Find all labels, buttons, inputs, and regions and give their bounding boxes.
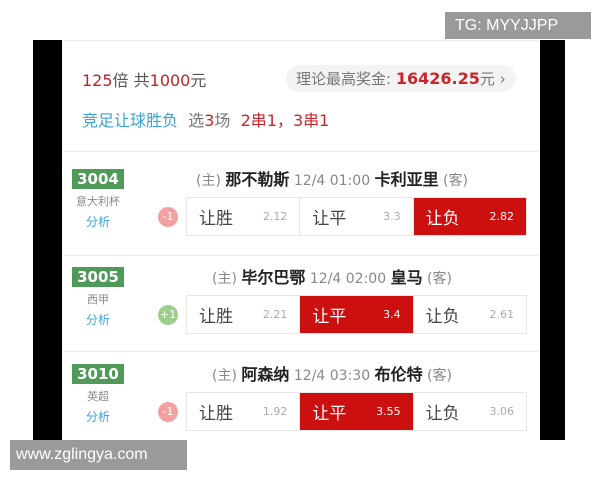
odds-option[interactable]: 让负 2.82 — [413, 198, 526, 235]
match-id-badge: 3005 — [72, 267, 124, 287]
match-title: (主) 阿森纳 12/4 03:30 布伦特 (客) — [142, 361, 522, 385]
odds-option[interactable]: 让平 3.55 — [300, 393, 414, 430]
home-tag: (主) — [196, 173, 221, 189]
option-label: 让胜 — [199, 404, 233, 424]
prize-label: 理论最高奖金: — [296, 70, 392, 88]
away-team: 布伦特 — [374, 365, 423, 384]
away-team: 卡利亚里 — [374, 170, 439, 189]
option-label: 让平 — [312, 404, 347, 424]
away-tag: (客) — [443, 173, 468, 189]
option-odds: 2.12 — [262, 210, 288, 223]
odds-option[interactable]: 让负 2.61 — [414, 296, 526, 333]
option-odds: 3.4 — [383, 308, 401, 321]
currency: 元 — [190, 71, 207, 90]
max-prize-button[interactable]: 理论最高奖金: 16426.25元 › — [286, 65, 516, 92]
prize-value: 16426.25 — [395, 69, 480, 88]
chevron-right-icon: › — [499, 70, 506, 88]
option-label: 让负 — [425, 209, 460, 229]
match-row: 3005 西甲 分析 (主) 毕尔巴鄂 12/4 02:00 皇马 (客) +1… — [62, 267, 540, 365]
match-time: 12/4 01:00 — [293, 173, 371, 189]
divider — [62, 351, 540, 352]
odds-option[interactable]: 让负 3.06 — [414, 393, 526, 430]
combos: 2串1，3串1 — [240, 111, 330, 130]
multiple-unit: 倍 共 — [112, 71, 150, 90]
league: 英超 — [87, 390, 109, 403]
handicap-badge: +1 — [158, 305, 178, 325]
odds-options: 让胜 2.12 让平 3.3 让负 2.82 — [186, 197, 527, 236]
prize-unit: 元 — [479, 70, 495, 88]
home-team: 阿森纳 — [241, 365, 290, 384]
bet-type-row: 竞足让球胜负 选3场 2串1，3串1 — [82, 107, 329, 131]
analysis-link[interactable]: 分析 — [85, 215, 110, 229]
odds-option[interactable]: 让平 3.4 — [300, 296, 414, 333]
odds-option[interactable]: 让胜 1.92 — [187, 393, 301, 430]
tg-watermark: TG: MYYJJPP — [445, 12, 591, 39]
match-title: (主) 那不勒斯 12/4 01:00 卡利亚里 (客) — [142, 166, 522, 190]
home-tag: (主) — [212, 368, 237, 384]
away-tag: (客) — [427, 368, 452, 384]
total: 1000 — [149, 71, 191, 90]
option-label: 让胜 — [199, 307, 233, 327]
option-label: 让平 — [312, 209, 347, 229]
option-odds: 2.61 — [489, 308, 514, 321]
site-watermark: www.zglingya.com — [10, 440, 187, 470]
handicap-badge: -1 — [158, 207, 178, 227]
match-id-badge: 3010 — [72, 364, 124, 384]
divider — [62, 151, 540, 152]
option-odds: 2.82 — [489, 210, 514, 223]
league: 意大利杯 — [76, 195, 120, 208]
multiple: 125 — [82, 71, 113, 90]
home-tag: (主) — [212, 271, 237, 287]
analysis-link[interactable]: 分析 — [85, 313, 110, 327]
handicap-badge: -1 — [158, 402, 178, 422]
match-count: 3 — [204, 111, 215, 130]
option-label: 让平 — [312, 307, 347, 327]
odds-option[interactable]: 让胜 2.21 — [187, 296, 301, 333]
bet-type: 竞足让球胜负 — [82, 111, 179, 130]
odds-option[interactable]: 让胜 2.12 — [187, 198, 301, 235]
away-team: 皇马 — [390, 268, 423, 287]
option-odds: 3.55 — [376, 405, 401, 418]
home-team: 那不勒斯 — [225, 170, 290, 189]
option-label: 让负 — [425, 404, 460, 424]
odds-options: 让胜 2.21 让平 3.4 让负 2.61 — [186, 295, 527, 334]
match-row: 3010 英超 分析 (主) 阿森纳 12/4 03:30 布伦特 (客) -1… — [62, 364, 540, 462]
match-time: 12/4 02:00 — [309, 271, 387, 287]
option-odds: 3.06 — [489, 405, 514, 418]
odds-option[interactable]: 让平 3.3 — [300, 198, 414, 235]
bet-amount: 125倍 共1000元 — [82, 67, 206, 91]
screenshot-frame: 125倍 共1000元 理论最高奖金: 16426.25元 › 竞足让球胜负 选… — [33, 40, 565, 440]
match-id-badge: 3004 — [72, 169, 124, 189]
match-time: 12/4 03:30 — [293, 368, 371, 384]
home-team: 毕尔巴鄂 — [241, 268, 306, 287]
option-odds: 3.3 — [383, 210, 401, 223]
odds-options: 让胜 1.92 让平 3.55 让负 3.06 — [186, 392, 527, 431]
option-odds: 2.21 — [262, 308, 288, 321]
option-label: 让负 — [425, 307, 460, 327]
analysis-link[interactable]: 分析 — [85, 410, 110, 424]
option-label: 让胜 — [199, 209, 233, 229]
bet-panel: 125倍 共1000元 理论最高奖金: 16426.25元 › 竞足让球胜负 选… — [62, 40, 540, 440]
option-odds: 1.92 — [262, 405, 288, 418]
match-row: 3004 意大利杯 分析 (主) 那不勒斯 12/4 01:00 卡利亚里 (客… — [62, 169, 540, 267]
divider — [62, 255, 540, 256]
league: 西甲 — [87, 293, 109, 306]
away-tag: (客) — [427, 271, 452, 287]
select-prefix: 选 — [188, 111, 205, 130]
select-suffix: 场 — [214, 111, 231, 130]
match-title: (主) 毕尔巴鄂 12/4 02:00 皇马 (客) — [142, 264, 522, 288]
